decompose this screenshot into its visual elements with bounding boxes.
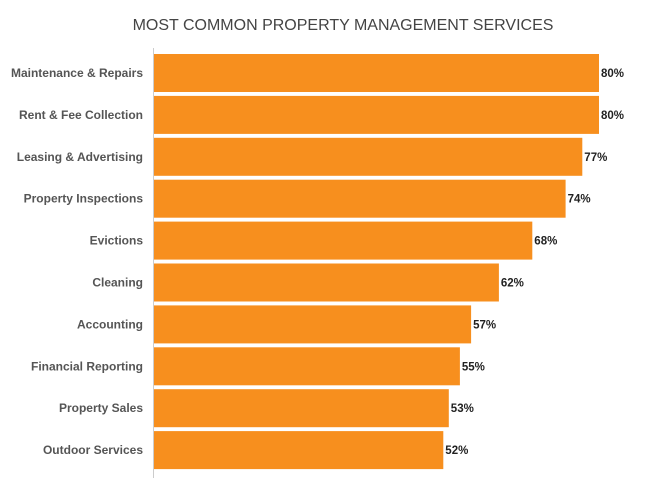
category-label: Financial Reporting <box>31 359 143 373</box>
value-label: 80% <box>601 110 624 122</box>
value-label: 57% <box>473 319 496 331</box>
bar <box>154 263 499 302</box>
bar <box>154 347 460 386</box>
category-label: Property Inspections <box>24 192 144 206</box>
chart-title: MOST COMMON PROPERTY MANAGEMENT SERVICES <box>133 17 554 34</box>
category-label: Evictions <box>90 234 144 248</box>
value-label: 77% <box>584 152 607 164</box>
value-label: 53% <box>451 403 474 415</box>
value-label: 80% <box>601 68 624 80</box>
value-label: 62% <box>501 278 524 290</box>
bar <box>154 389 449 428</box>
bar <box>154 95 599 134</box>
value-label: 68% <box>534 236 557 248</box>
category-label: Property Sales <box>59 401 143 415</box>
value-label: 52% <box>445 445 468 457</box>
category-label: Leasing & Advertising <box>17 150 143 164</box>
bar <box>154 305 472 344</box>
bar <box>154 179 566 218</box>
category-label: Outdoor Services <box>43 443 143 457</box>
bar <box>154 137 583 176</box>
category-label: Rent & Fee Collection <box>19 108 143 122</box>
category-label: Cleaning <box>92 276 143 290</box>
value-label: 55% <box>462 361 485 373</box>
category-label: Maintenance & Repairs <box>11 66 143 80</box>
value-label: 74% <box>568 194 591 206</box>
category-label: Accounting <box>77 317 143 331</box>
bar <box>154 54 599 92</box>
bar <box>154 431 444 470</box>
bar <box>154 221 533 260</box>
